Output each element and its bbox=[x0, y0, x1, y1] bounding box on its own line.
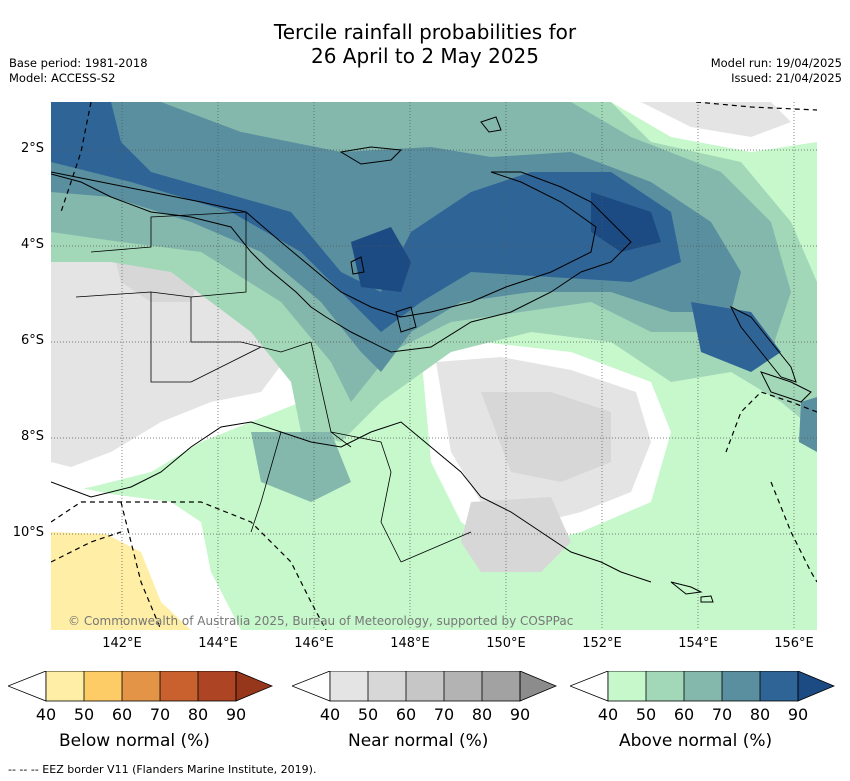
colorbar-below-normal: 40 50 60 70 80 90 Below normal (%) bbox=[6, 670, 274, 751]
model-name: Model: ACCESS-S2 bbox=[9, 71, 116, 85]
tick-label: 40 bbox=[597, 705, 619, 724]
colorbar-near-graphic bbox=[290, 670, 558, 702]
issued-date: Issued: 21/04/2025 bbox=[731, 71, 842, 85]
lon-label-156e: 156°E bbox=[774, 636, 814, 651]
near-normal-south bbox=[461, 497, 571, 572]
colorbar-below-bin-4 bbox=[160, 671, 198, 701]
province-borders bbox=[75, 211, 472, 563]
colorbar-near-normal: 40 50 60 70 80 90 Near normal (%) bbox=[290, 670, 558, 751]
colorbar-above-caption: Above normal (%) bbox=[619, 731, 773, 751]
tick-label: 50 bbox=[73, 705, 95, 724]
colorbar-near-bin-1 bbox=[330, 671, 368, 701]
colorbar-below-over-arrow bbox=[235, 670, 274, 702]
copyright-text: © Commonwealth of Australia 2025, Bureau… bbox=[68, 614, 574, 628]
near-normal-north bbox=[641, 102, 791, 137]
map-title: Tercile rainfall probabilities for 26 Ap… bbox=[0, 20, 850, 68]
tick-label: 50 bbox=[635, 705, 657, 724]
lat-label-2s: 2°S bbox=[20, 141, 44, 156]
lat-label-8s: 8°S bbox=[20, 429, 44, 444]
tick-label: 80 bbox=[749, 705, 771, 724]
lat-label-10s: 10°S bbox=[12, 525, 44, 540]
colorbar-above-bin-5 bbox=[760, 671, 798, 701]
lon-label-148e: 148°E bbox=[390, 636, 430, 651]
colorbar-below-bin-2 bbox=[84, 671, 122, 701]
tick-label: 80 bbox=[187, 705, 209, 724]
colorbar-below-bin-5 bbox=[198, 671, 236, 701]
colorbar-above-normal: 40 50 60 70 80 90 Above normal (%) bbox=[568, 670, 836, 751]
tick-label: 80 bbox=[471, 705, 493, 724]
colorbar-above-bin-4 bbox=[722, 671, 760, 701]
eez-border bbox=[51, 102, 817, 630]
lon-label-142e: 142°E bbox=[102, 636, 142, 651]
above-90-core-west bbox=[351, 227, 411, 292]
lon-label-144e: 144°E bbox=[198, 636, 238, 651]
tick-label: 70 bbox=[711, 705, 733, 724]
lat-label-4s: 4°S bbox=[20, 237, 44, 252]
run-info: Model run: 19/04/2025 Issued: 21/04/2025 bbox=[711, 56, 842, 86]
above-80-zone-east bbox=[691, 302, 781, 372]
title-line-2: 26 April to 2 May 2025 bbox=[311, 44, 539, 68]
tick-label: 90 bbox=[225, 705, 247, 724]
base-period: Base period: 1981-2018 bbox=[9, 56, 148, 70]
tick-label: 50 bbox=[357, 705, 379, 724]
tick-label: 60 bbox=[673, 705, 695, 724]
colorbar-above-bin-2 bbox=[646, 671, 684, 701]
colorbar-below-under-arrow bbox=[6, 670, 47, 702]
above-90-core-east bbox=[591, 192, 661, 252]
lon-label-146e: 146°E bbox=[294, 636, 334, 651]
colorbar-near-bin-2 bbox=[368, 671, 406, 701]
colorbar-above-bin-1 bbox=[608, 671, 646, 701]
tick-label: 40 bbox=[319, 705, 341, 724]
colorbar-below-bin-3 bbox=[122, 671, 160, 701]
lat-label-6s: 6°S bbox=[20, 333, 44, 348]
near-normal-central-core bbox=[481, 392, 611, 482]
tick-label: 70 bbox=[149, 705, 171, 724]
above-80-zone bbox=[51, 102, 681, 332]
colorbar-near-caption: Near normal (%) bbox=[348, 731, 489, 751]
title-line-1: Tercile rainfall probabilities for bbox=[273, 20, 577, 44]
lon-label-154e: 154°E bbox=[678, 636, 718, 651]
colorbar-below-bin-1 bbox=[46, 671, 84, 701]
tick-label: 40 bbox=[35, 705, 57, 724]
colorbar-near-bin-5 bbox=[482, 671, 520, 701]
colorbar-above-bin-3 bbox=[684, 671, 722, 701]
colorbar-above-over-arrow bbox=[797, 670, 836, 702]
tick-label: 90 bbox=[509, 705, 531, 724]
lon-label-152e: 152°E bbox=[582, 636, 622, 651]
colorbar-above-under-arrow bbox=[568, 670, 609, 702]
model-info: Base period: 1981-2018 Model: ACCESS-S2 bbox=[9, 56, 148, 86]
eez-footnote: -- -- -- EEZ border V11 (Flanders Marine… bbox=[8, 763, 317, 776]
colorbar-near-bin-3 bbox=[406, 671, 444, 701]
tick-label: 70 bbox=[433, 705, 455, 724]
colorbar-below-caption: Below normal (%) bbox=[59, 731, 210, 751]
colorbar-below-graphic bbox=[6, 670, 274, 702]
colorbar-near-bin-4 bbox=[444, 671, 482, 701]
coastlines bbox=[51, 116, 812, 603]
tick-label: 60 bbox=[111, 705, 133, 724]
tick-label: 60 bbox=[395, 705, 417, 724]
map-canvas bbox=[51, 102, 817, 630]
colorbar-above-graphic bbox=[568, 670, 836, 702]
colorbar-near-over-arrow bbox=[519, 670, 558, 702]
rainfall-probability-map bbox=[51, 102, 817, 630]
below-normal-area bbox=[51, 532, 191, 630]
lon-label-150e: 150°E bbox=[486, 636, 526, 651]
graticule bbox=[51, 102, 817, 630]
tick-label: 90 bbox=[787, 705, 809, 724]
colorbar-near-under-arrow bbox=[290, 670, 331, 702]
model-run: Model run: 19/04/2025 bbox=[710, 56, 842, 70]
